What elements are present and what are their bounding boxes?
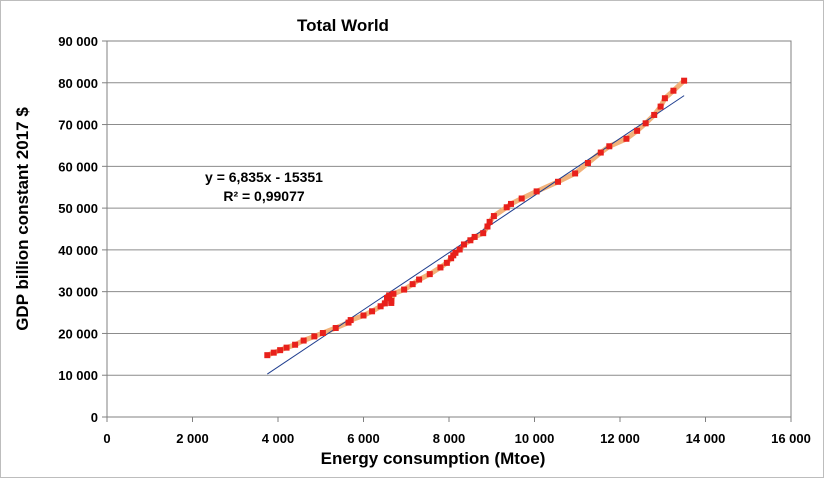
data-point [270, 349, 277, 356]
data-point [460, 241, 467, 248]
chart-title: Total World [297, 16, 389, 35]
y-axis-ticks: 0 10 000 20 000 30 000 40 000 50 000 60 000 70 … [58, 34, 107, 425]
data-point [681, 77, 688, 84]
y-tick-label: 10 000 [58, 368, 98, 383]
x-tick-label: 4 000 [262, 431, 295, 446]
data-point [471, 233, 478, 240]
data-point [443, 259, 450, 266]
data-point [623, 135, 630, 142]
x-tick-label: 16 000 [771, 431, 811, 446]
x-axis-title: Energy consumption (Mtoe) [321, 449, 546, 468]
data-point [651, 111, 658, 118]
y-tick-label: 40 000 [58, 243, 98, 258]
data-point [416, 276, 423, 283]
y-tick-label: 80 000 [58, 76, 98, 91]
data-point [311, 333, 318, 340]
data-point [661, 95, 668, 102]
x-tick-label: 10 000 [515, 431, 555, 446]
data-point [456, 246, 463, 253]
y-tick-label: 70 000 [58, 118, 98, 133]
data-point [437, 264, 444, 271]
data-point [332, 325, 339, 332]
data-point [518, 195, 525, 202]
y-tick-label: 50 000 [58, 201, 98, 216]
x-tick-label: 8 000 [433, 431, 466, 446]
y-tick-label: 30 000 [58, 285, 98, 300]
data-point [484, 223, 491, 230]
y-tick-label: 0 [91, 410, 98, 425]
x-tick-label: 12 000 [600, 431, 640, 446]
data-point [555, 178, 562, 185]
data-point [572, 170, 579, 177]
data-point [490, 213, 497, 220]
data-markers [264, 77, 688, 359]
data-point [584, 159, 591, 166]
y-axis-title: GDP billion constant 2017 $ [13, 107, 32, 331]
x-axis-ticks: 0 2 000 4 000 6 000 8 000 10 000 12 000 14 000 1… [103, 417, 811, 446]
data-point [388, 299, 395, 306]
data-point [401, 286, 408, 293]
data-point [377, 303, 384, 310]
x-tick-label: 0 [103, 431, 110, 446]
data-point [467, 237, 474, 244]
data-point [503, 204, 510, 211]
data-point [277, 347, 284, 354]
grid-lines [107, 40, 791, 376]
data-point [606, 143, 613, 150]
y-tick-label: 60 000 [58, 159, 98, 174]
data-point [319, 330, 326, 337]
data-point [386, 292, 393, 299]
data-point [657, 103, 664, 110]
data-point [507, 200, 514, 207]
data-point [597, 149, 604, 156]
data-point [390, 290, 397, 297]
data-point [409, 281, 416, 288]
trendline-r-squared: R² = 0,99077 [223, 188, 305, 204]
y-tick-label: 90 000 [58, 34, 98, 49]
plot-area-border [106, 40, 792, 418]
data-point [300, 337, 307, 344]
x-tick-label: 6 000 [347, 431, 380, 446]
x-tick-label: 2 000 [176, 431, 209, 446]
data-point [533, 188, 540, 195]
data-point [642, 120, 649, 127]
data-point [369, 308, 376, 315]
trendline-equation: y = 6,835x - 15351 [205, 169, 323, 185]
y-tick-label: 20 000 [58, 326, 98, 341]
data-point [480, 230, 487, 237]
data-point [634, 127, 641, 134]
data-point [283, 344, 290, 351]
data-point [347, 317, 354, 324]
data-point [292, 341, 299, 348]
data-point [381, 300, 388, 307]
data-point [360, 312, 367, 319]
data-point [486, 218, 493, 225]
series-connector-line [266, 78, 686, 358]
data-point [264, 352, 271, 359]
data-point [670, 87, 677, 94]
data-point [452, 249, 459, 256]
data-point [426, 271, 433, 278]
x-tick-label: 14 000 [686, 431, 726, 446]
